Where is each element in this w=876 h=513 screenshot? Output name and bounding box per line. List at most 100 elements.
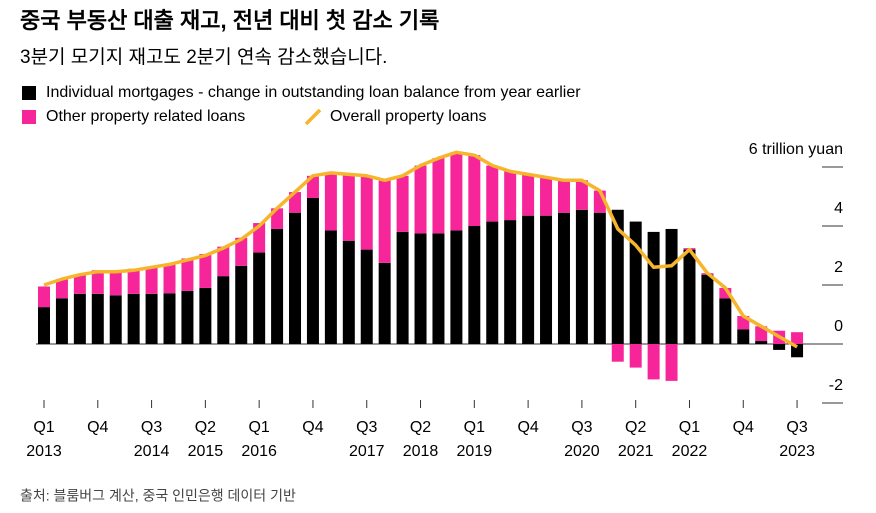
x-year-label: 2013 (26, 443, 62, 460)
y-tick-label: 2 (834, 259, 843, 276)
bar (378, 180, 391, 263)
bar (737, 329, 750, 344)
bar (450, 152, 463, 231)
bar (181, 290, 194, 344)
bar (414, 233, 427, 344)
x-tick-label: Q3 (571, 419, 592, 436)
y-tick-label: 4 (834, 200, 843, 217)
bar (163, 293, 176, 344)
bar (38, 286, 50, 308)
legend-swatch (22, 86, 36, 100)
chart-title: 중국 부동산 대출 재고, 전년 대비 첫 감소 기록 (20, 8, 439, 33)
x-tick-label: Q4 (87, 419, 108, 436)
bar (199, 254, 212, 288)
x-tick-label: Q4 (517, 419, 538, 436)
bar (38, 307, 50, 344)
bar (306, 175, 319, 198)
source-note: 출처: 블룸버그 계산, 중국 인민은행 데이터 기반 (20, 488, 296, 504)
y-tick-label: 0 (834, 318, 843, 335)
bar (217, 276, 230, 344)
legend: Individual mortgages - change in outstan… (22, 84, 581, 126)
bar (575, 209, 588, 344)
bar (342, 174, 355, 241)
bar (575, 180, 588, 210)
bar (486, 221, 499, 344)
bar (504, 171, 517, 221)
bar (504, 220, 517, 344)
bar (432, 158, 445, 234)
bar (719, 287, 732, 299)
bar (540, 215, 553, 344)
bar (791, 332, 804, 344)
x-tick-label: Q1 (33, 419, 54, 436)
x-tick-label: Q2 (625, 419, 646, 436)
bar (557, 180, 570, 213)
x-year-label: 2014 (134, 443, 170, 460)
bar (629, 344, 642, 368)
bar (522, 174, 535, 216)
bar (271, 228, 284, 344)
bar (55, 298, 68, 344)
bar (593, 212, 606, 344)
bar (360, 249, 373, 344)
bar (629, 221, 642, 344)
bar (647, 344, 660, 380)
x-tick-label: Q4 (733, 419, 754, 436)
bar (91, 270, 104, 294)
bar (163, 263, 176, 294)
x-year-label: 2016 (241, 443, 277, 460)
bar (432, 233, 445, 344)
bar (611, 344, 624, 362)
bar (109, 295, 122, 344)
x-tick-label: Q4 (302, 419, 323, 436)
bar (235, 265, 248, 344)
bar (127, 293, 140, 344)
bar (557, 212, 570, 344)
bar (360, 175, 373, 250)
x-tick-label: Q2 (195, 419, 216, 436)
bar (396, 175, 409, 232)
bar (199, 287, 212, 344)
bar (755, 341, 768, 344)
bar (450, 230, 463, 344)
bar (145, 267, 158, 294)
bar (719, 298, 732, 344)
bar (396, 231, 409, 344)
x-tick-label: Q3 (141, 419, 162, 436)
bar (253, 252, 266, 344)
bar (306, 197, 319, 344)
bar (665, 228, 678, 344)
x-year-label: 2018 (403, 443, 439, 460)
bar (324, 172, 337, 231)
x-tick-label: Q3 (786, 419, 807, 436)
x-year-label: 2021 (618, 443, 654, 460)
bar (665, 344, 678, 381)
bar (522, 215, 535, 344)
legend-swatch (22, 110, 36, 124)
bar (145, 293, 158, 344)
bar (540, 177, 553, 216)
y-tick-label: 6 trillion yuan (749, 141, 843, 158)
x-year-label: 2022 (672, 443, 708, 460)
bar (127, 268, 140, 294)
bar (324, 230, 337, 344)
bar (611, 209, 624, 344)
bar (253, 223, 266, 253)
bar (647, 231, 660, 344)
legend-swatch (304, 108, 322, 126)
x-tick-label: Q1 (248, 419, 269, 436)
bar (235, 237, 248, 266)
bar (773, 344, 786, 350)
bar (289, 212, 302, 344)
bar (181, 258, 194, 291)
bar (701, 274, 714, 344)
bar (109, 271, 122, 296)
bar (414, 165, 427, 234)
x-year-label: 2023 (779, 443, 815, 460)
bar (486, 165, 499, 222)
x-year-label: 2020 (564, 443, 600, 460)
bar (73, 274, 86, 294)
x-tick-label: Q1 (464, 419, 485, 436)
x-year-label: 2019 (457, 443, 493, 460)
